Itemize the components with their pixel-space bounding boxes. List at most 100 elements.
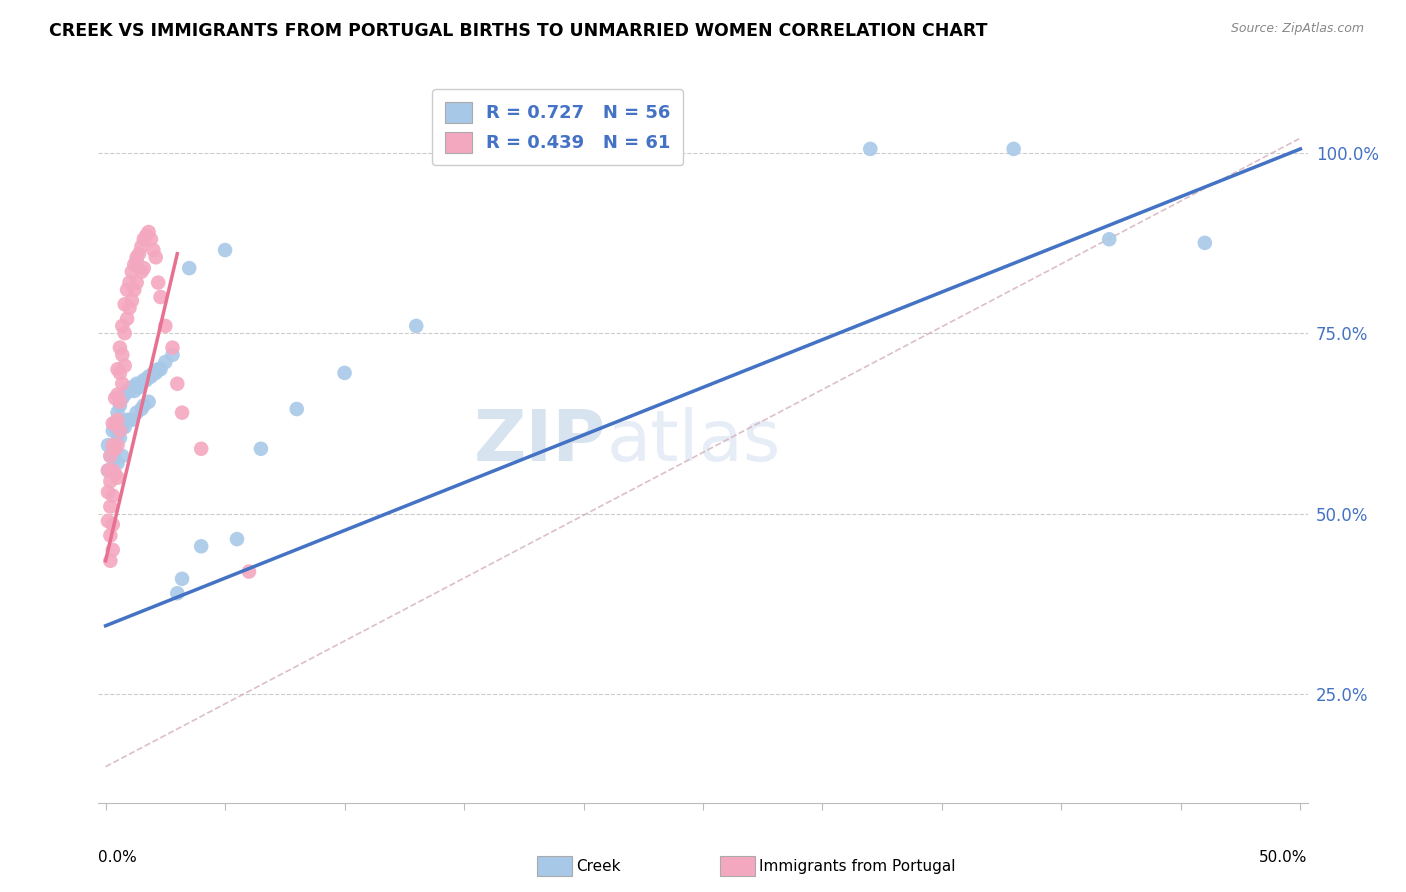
Point (162, 341, 184, 355)
Point (162, 348, 184, 362)
Point (125, 406, 148, 420)
Point (125, 376, 148, 391)
Point (138, 394, 160, 409)
Point (107, 438, 129, 452)
Point (104, 467, 127, 481)
Point (108, 341, 131, 355)
Point (97, 463, 120, 477)
Point (131, 376, 153, 391)
Point (138, 225, 160, 239)
Point (104, 420, 127, 434)
Point (107, 413, 129, 427)
Point (1194, 235, 1216, 250)
Point (101, 417, 124, 431)
Point (122, 384, 145, 398)
Text: CREEK VS IMMIGRANTS FROM PORTUGAL BIRTHS TO UNMARRIED WOMEN CORRELATION CHART: CREEK VS IMMIGRANTS FROM PORTUGAL BIRTHS… (49, 22, 987, 40)
Point (118, 413, 141, 427)
Point (98, 449, 121, 463)
Point (122, 258, 145, 272)
Point (108, 431, 131, 445)
Text: ZIP: ZIP (474, 407, 606, 476)
Point (97, 514, 120, 528)
Point (179, 261, 201, 276)
Point (1002, 142, 1025, 156)
Point (1098, 232, 1121, 246)
Point (107, 362, 129, 376)
Point (131, 402, 153, 417)
Point (114, 387, 136, 401)
Text: Creek: Creek (576, 859, 621, 873)
Point (97, 463, 120, 477)
Point (166, 586, 188, 600)
Legend: R = 0.727   N = 56, R = 0.439   N = 61: R = 0.727 N = 56, R = 0.439 N = 61 (432, 89, 683, 165)
Point (101, 463, 124, 477)
Point (101, 542, 124, 557)
Point (149, 362, 172, 376)
Point (121, 265, 143, 279)
Point (98, 500, 121, 514)
Point (146, 362, 169, 376)
Point (333, 366, 356, 380)
Point (98, 449, 121, 463)
Point (139, 232, 162, 246)
Point (107, 427, 129, 442)
Point (101, 489, 124, 503)
Text: Source: ZipAtlas.com: Source: ZipAtlas.com (1230, 22, 1364, 36)
Text: 50.0%: 50.0% (1260, 850, 1308, 864)
Point (101, 424, 124, 438)
Point (125, 253, 148, 268)
Point (190, 442, 212, 456)
Point (121, 413, 143, 427)
Point (166, 376, 188, 391)
Point (121, 380, 143, 394)
Point (190, 539, 212, 553)
Point (170, 406, 193, 420)
Point (114, 297, 136, 311)
Point (115, 384, 138, 398)
Point (138, 369, 160, 384)
Point (104, 442, 127, 456)
Point (125, 276, 148, 290)
Point (108, 398, 131, 412)
Point (101, 438, 124, 452)
Point (128, 380, 150, 394)
Text: Immigrants from Portugal: Immigrants from Portugal (759, 859, 956, 873)
Point (107, 470, 129, 484)
Point (128, 246, 150, 260)
Point (108, 394, 131, 409)
Point (155, 355, 177, 369)
Point (142, 243, 165, 257)
Point (111, 449, 134, 463)
Point (101, 463, 124, 477)
Point (111, 391, 134, 405)
Point (146, 276, 169, 290)
Point (107, 456, 129, 470)
Point (132, 261, 155, 276)
Point (118, 384, 141, 398)
Point (149, 290, 172, 304)
Point (111, 348, 134, 362)
Point (111, 420, 134, 434)
Point (226, 532, 249, 546)
Point (250, 442, 273, 456)
Point (115, 311, 138, 326)
Point (405, 318, 427, 333)
Point (139, 369, 162, 384)
Point (238, 565, 260, 579)
Point (97, 438, 120, 452)
Point (118, 301, 141, 315)
Point (104, 452, 127, 467)
Point (111, 318, 134, 333)
Text: 0.0%: 0.0% (98, 850, 138, 864)
Point (111, 376, 134, 391)
Point (285, 402, 308, 417)
Point (98, 554, 121, 568)
Text: atlas: atlas (606, 407, 780, 476)
Point (214, 243, 236, 257)
Point (170, 572, 193, 586)
Point (108, 366, 131, 380)
Point (122, 283, 145, 297)
Point (98, 528, 121, 542)
Point (115, 413, 138, 427)
Point (142, 366, 165, 380)
